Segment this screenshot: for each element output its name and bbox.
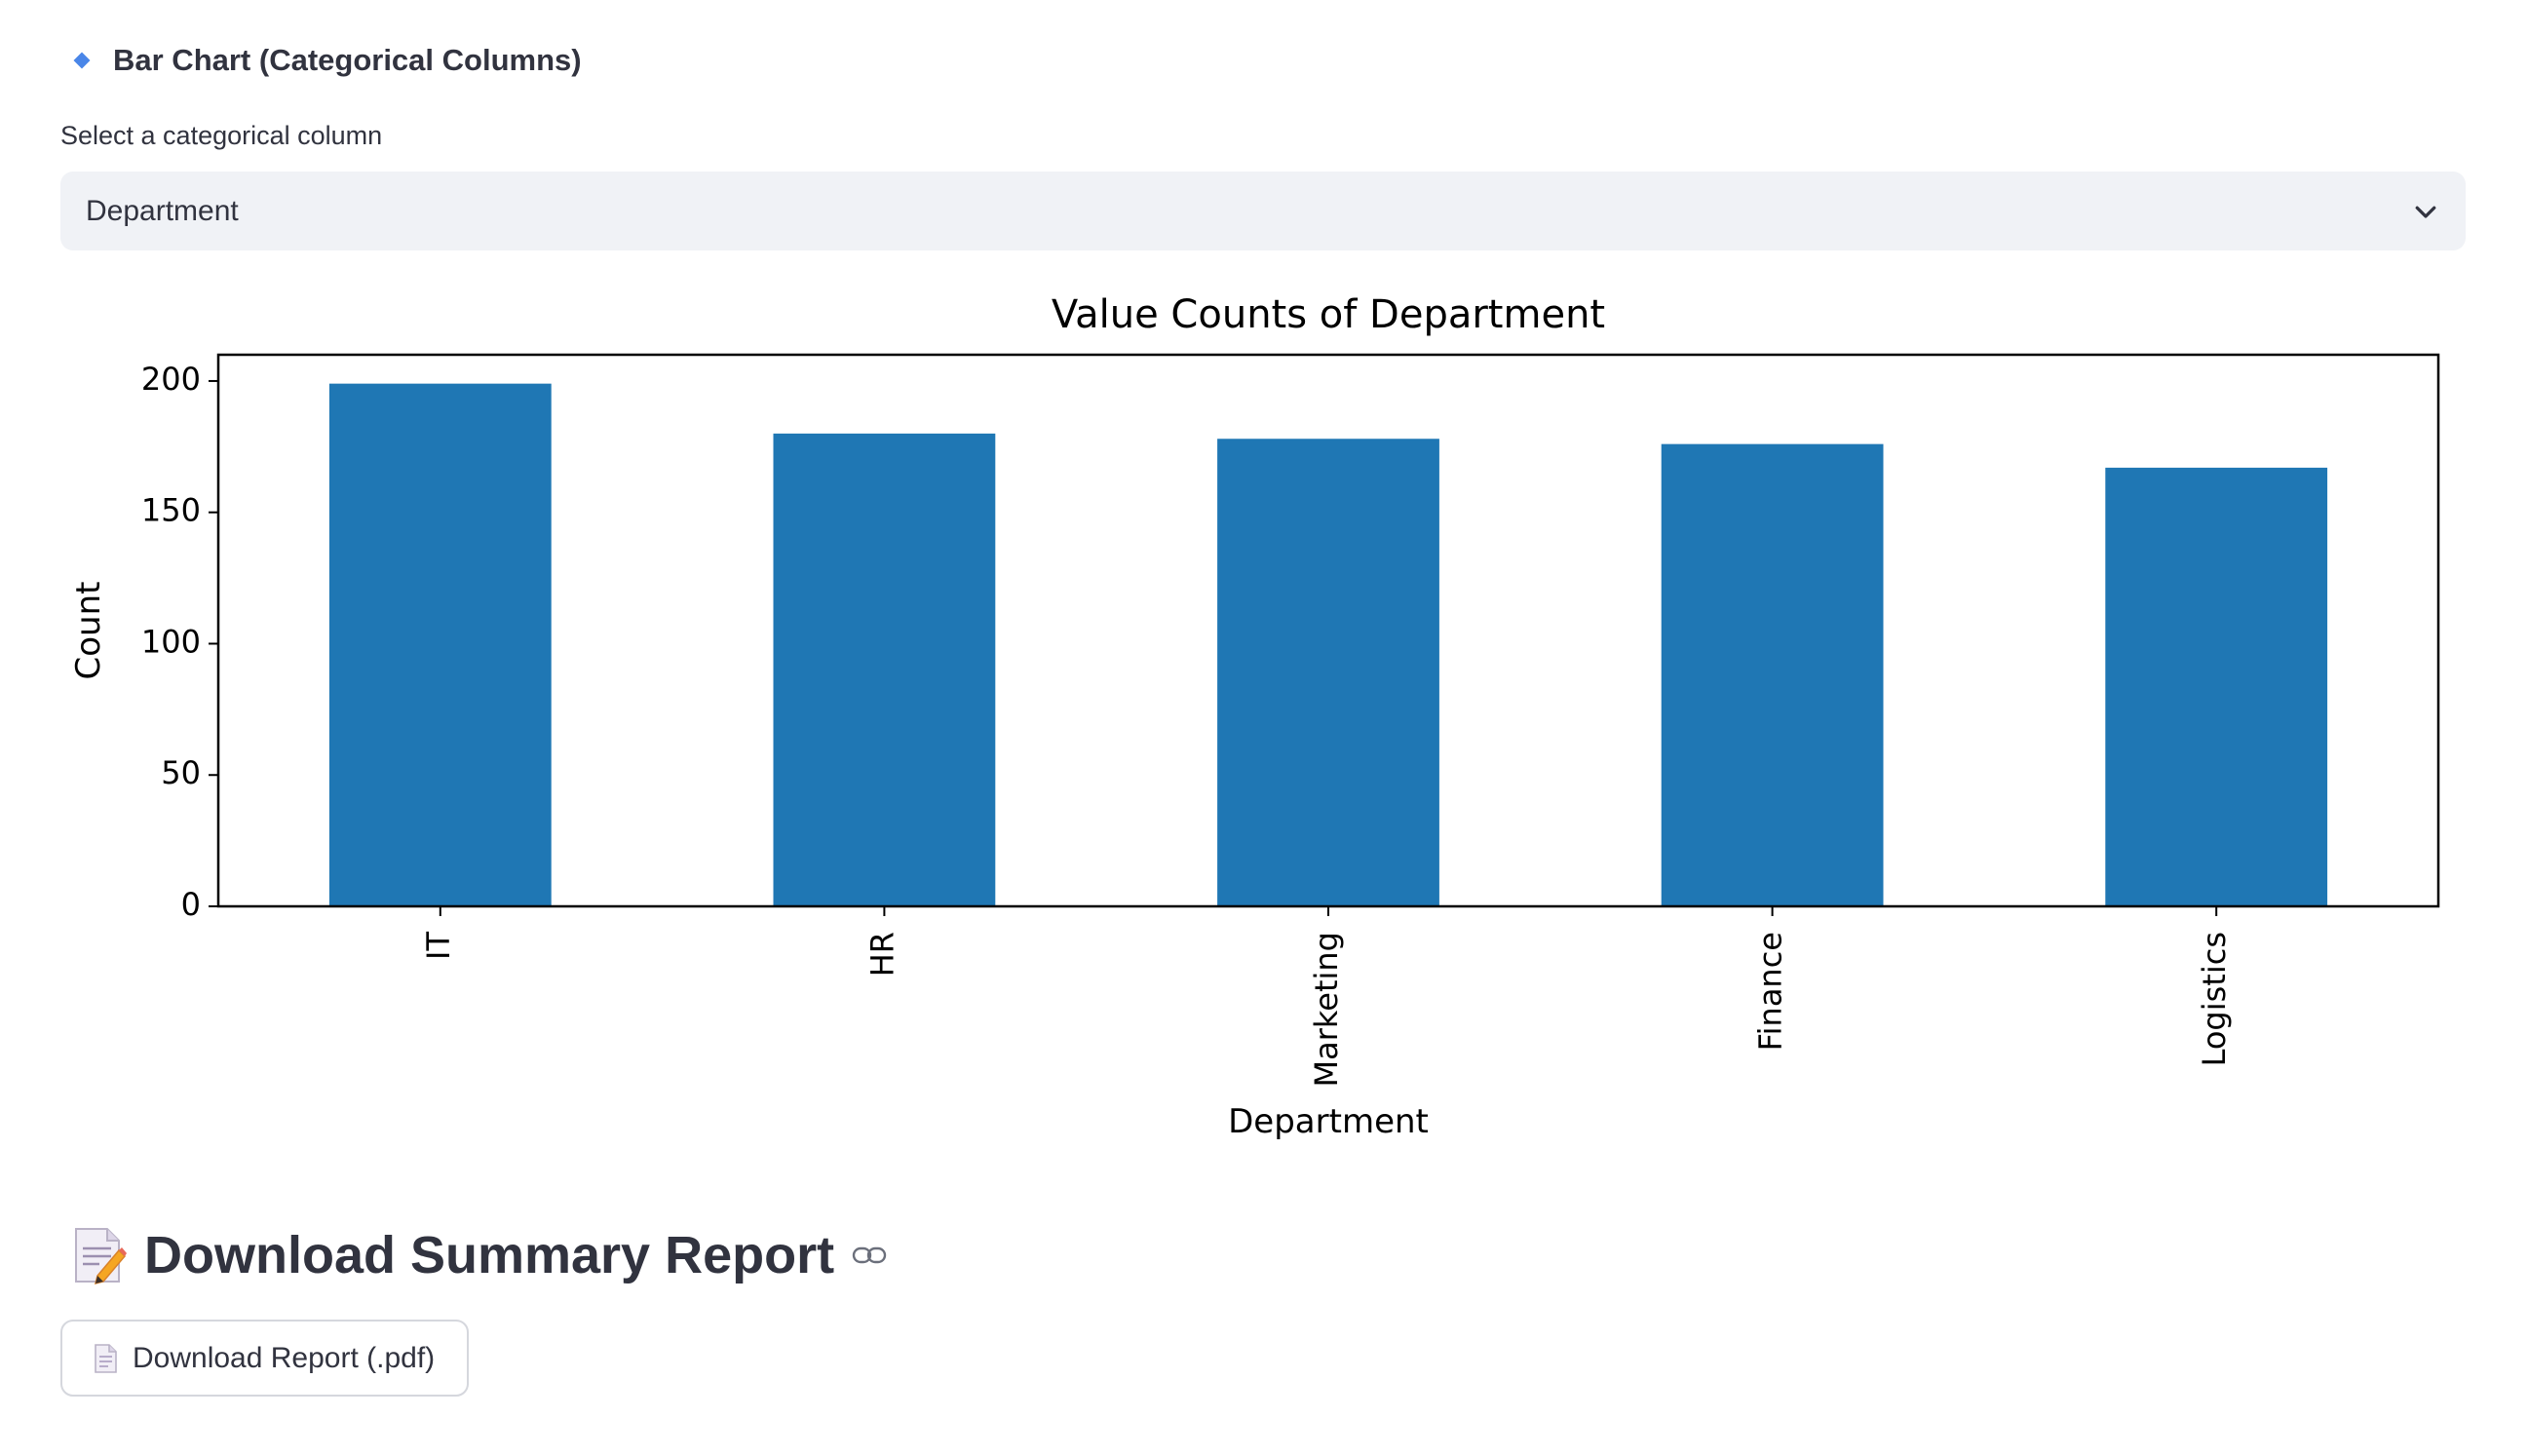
bar-finance	[1661, 443, 1884, 906]
y-axis-label: Count	[69, 582, 108, 680]
chevron-down-icon[interactable]	[2411, 197, 2440, 226]
bar-it	[328, 383, 552, 907]
memo-icon	[75, 1228, 127, 1285]
x-tick-label: IT	[420, 932, 457, 960]
x-tick-label: Logistics	[2196, 932, 2233, 1066]
bar-chart-section-header: Bar Chart (Categorical Columns)	[70, 39, 582, 82]
link-icon[interactable]	[852, 1244, 887, 1267]
x-tick-label: Marketing	[1308, 932, 1345, 1087]
page-icon	[95, 1343, 117, 1373]
small-blue-diamond-icon	[73, 52, 91, 69]
plot-frame	[216, 353, 2440, 908]
download-button-label: Download Report (.pdf)	[133, 1341, 436, 1374]
x-tick-label: Finance	[1752, 932, 1789, 1051]
select-value: Department	[86, 194, 239, 227]
y-tick-label: 50	[161, 754, 201, 791]
bar-hr	[773, 433, 996, 906]
report-header: Download Summary Report	[70, 1216, 887, 1294]
bar-marketing	[1217, 439, 1439, 906]
report-title: Download Summary Report	[144, 1226, 835, 1284]
y-tick-label: 200	[141, 361, 201, 398]
bar-chart: Value Counts of Department IT HR Marketing F…	[60, 283, 2466, 1160]
bar-logistics	[2105, 467, 2328, 906]
section-title: Bar Chart (Categorical Columns)	[113, 43, 582, 77]
select-label: Select a categorical column	[60, 121, 383, 150]
x-tick-label: HR	[863, 932, 900, 977]
download-report-button[interactable]: Download Report (.pdf)	[60, 1320, 469, 1397]
chart-title: Value Counts of Department	[1052, 292, 1605, 337]
categorical-column-select[interactable]: Department	[60, 172, 2466, 250]
y-tick-label: 150	[141, 492, 201, 529]
bar-chart-svg: Value Counts of Department IT HR Marketing F…	[69, 292, 2440, 1141]
x-axis-label: Department	[1228, 1102, 1429, 1141]
y-tick-label: 0	[181, 886, 201, 923]
y-tick-label: 100	[141, 623, 201, 660]
